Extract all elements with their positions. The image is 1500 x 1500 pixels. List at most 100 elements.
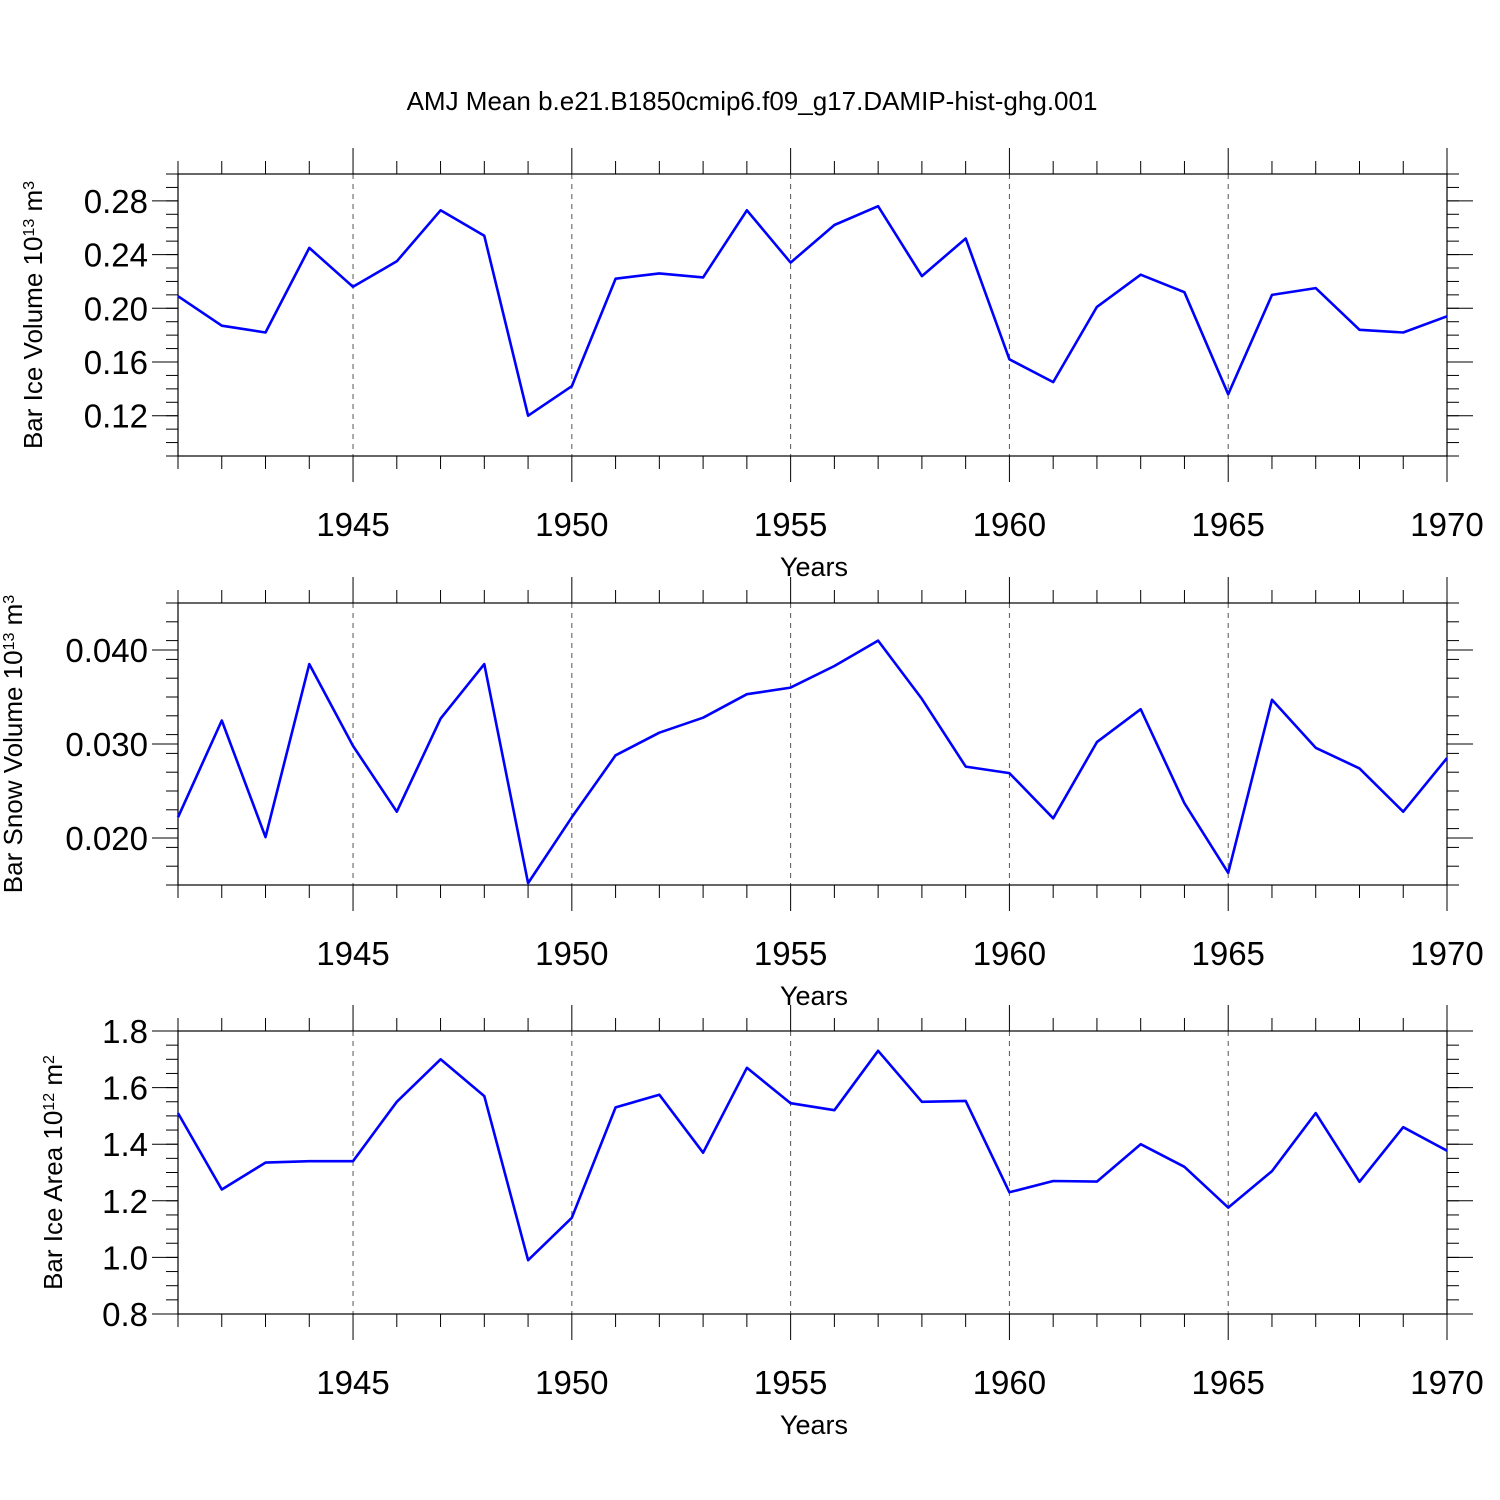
data-point <box>1271 1170 1273 1172</box>
data-point <box>352 286 354 288</box>
y-axis-label-part: m <box>18 190 48 219</box>
data-point <box>702 1152 704 1154</box>
data-point <box>1052 381 1054 383</box>
data-point <box>308 1160 310 1162</box>
y-axis-label-part: Bar Ice Area 10 <box>38 1111 68 1290</box>
data-point <box>1140 1143 1142 1145</box>
data-point <box>1358 767 1360 769</box>
data-point <box>833 1109 835 1111</box>
data-point <box>1052 1180 1054 1182</box>
data-point <box>1008 358 1010 360</box>
panel-snow-volume: 0.020 0.030 0.040 1945 1950 1955 1960 1965 1970 Y… <box>0 577 1484 1011</box>
data-point <box>965 766 967 768</box>
data-point <box>1446 1150 1448 1152</box>
x-tick-label: 1950 <box>535 1364 608 1401</box>
data-point <box>396 811 398 813</box>
data-point <box>658 1094 660 1096</box>
data-point <box>1183 291 1185 293</box>
data-point <box>1096 741 1098 743</box>
y-tick-label: 1.2 <box>102 1183 148 1220</box>
data-point <box>615 1106 617 1108</box>
data-point <box>1140 708 1142 710</box>
y-axis-label: Bar Snow Volume 1013 m3 <box>0 595 28 894</box>
data-point <box>1271 294 1273 296</box>
y-tick-label: 0.030 <box>65 726 148 763</box>
data-point <box>1227 872 1229 874</box>
data-point <box>1446 757 1448 759</box>
x-tick-label: 1970 <box>1410 935 1483 972</box>
data-point <box>1315 1112 1317 1114</box>
y-axis-label-superscript: 3 <box>1 595 18 604</box>
data-point <box>790 262 792 264</box>
data-point <box>177 1112 179 1114</box>
data-point <box>483 663 485 665</box>
data-point <box>1315 747 1317 749</box>
data-point <box>571 385 573 387</box>
chart-panels: 0.12 0.16 0.20 0.24 0.28 1945 1950 1955 1960 1965… <box>0 148 1484 1440</box>
data-point <box>615 278 617 280</box>
data-point <box>527 1259 529 1261</box>
y-tick-label: 1.8 <box>102 1013 148 1050</box>
data-point <box>1227 393 1229 395</box>
x-tick-label: 1965 <box>1191 506 1264 543</box>
data-point <box>1402 331 1404 333</box>
series-line-ice-volume <box>177 204 1448 418</box>
data-point <box>221 325 223 327</box>
x-tick-label: 1945 <box>316 935 389 972</box>
data-point <box>1227 1207 1229 1209</box>
series-line-ice-area <box>176 1049 1448 1262</box>
y-tick-label: 0.28 <box>84 183 148 220</box>
data-point <box>877 640 879 642</box>
y-tick-label: 0.16 <box>84 344 148 381</box>
y-axis-label-part: m <box>38 1064 68 1093</box>
y-tick-label: 0.040 <box>65 632 148 669</box>
series-line-snow-volume <box>176 639 1449 885</box>
y-axis-label-superscript: 2 <box>41 1055 58 1064</box>
y-tick-label: 0.24 <box>84 237 148 274</box>
data-point <box>396 260 398 262</box>
x-tick-label: 1970 <box>1410 506 1483 543</box>
y-tick-label: 1.6 <box>102 1070 148 1107</box>
y-tick-label: 1.0 <box>102 1239 148 1276</box>
y-axis-label-superscript: 13 <box>1 632 18 650</box>
data-point <box>921 698 923 700</box>
y-tick-label: 0.8 <box>102 1296 148 1333</box>
y-axis-label-part: Bar Ice Volume 10 <box>18 237 48 449</box>
data-point <box>965 237 967 239</box>
x-tick-label: 1960 <box>973 506 1046 543</box>
plot-frame <box>177 1030 1448 1315</box>
x-tick-label: 1970 <box>1410 1364 1483 1401</box>
data-point <box>308 247 310 249</box>
data-point <box>921 1101 923 1103</box>
y-axis-label-part: Bar Snow Volume 10 <box>0 650 28 893</box>
y-axis-label: Bar Ice Volume 1013 m3 <box>18 181 48 449</box>
data-point <box>1183 802 1185 804</box>
data-point <box>396 1101 398 1103</box>
data-point <box>352 745 354 747</box>
data-point <box>308 663 310 665</box>
y-axis-label-part: m <box>0 604 28 633</box>
data-point <box>658 732 660 734</box>
data-point <box>658 272 660 274</box>
data-point <box>1008 772 1010 774</box>
panel-ice-volume: 0.12 0.16 0.20 0.24 0.28 1945 1950 1955 1960 1965… <box>18 148 1484 582</box>
data-point <box>965 1100 967 1102</box>
y-tick-label: 0.020 <box>65 820 148 857</box>
data-point <box>833 224 835 226</box>
x-tick-label: 1950 <box>535 506 608 543</box>
x-axis-label: Years <box>780 552 848 582</box>
data-point <box>177 295 179 297</box>
y-axis-label-superscript: 13 <box>21 219 38 237</box>
data-point <box>440 1058 442 1060</box>
data-point <box>265 836 267 838</box>
chart-title: AMJ Mean b.e21.B1850cmip6.f09_g17.DAMIP-… <box>407 86 1098 116</box>
data-point <box>527 415 529 417</box>
data-point <box>1271 699 1273 701</box>
data-point <box>1183 1166 1185 1168</box>
data-point <box>1402 811 1404 813</box>
data-point <box>483 1095 485 1097</box>
x-tick-label: 1955 <box>754 506 827 543</box>
y-axis-label-superscript: 3 <box>21 181 38 190</box>
x-tick-label: 1945 <box>316 1364 389 1401</box>
data-point <box>746 209 748 211</box>
